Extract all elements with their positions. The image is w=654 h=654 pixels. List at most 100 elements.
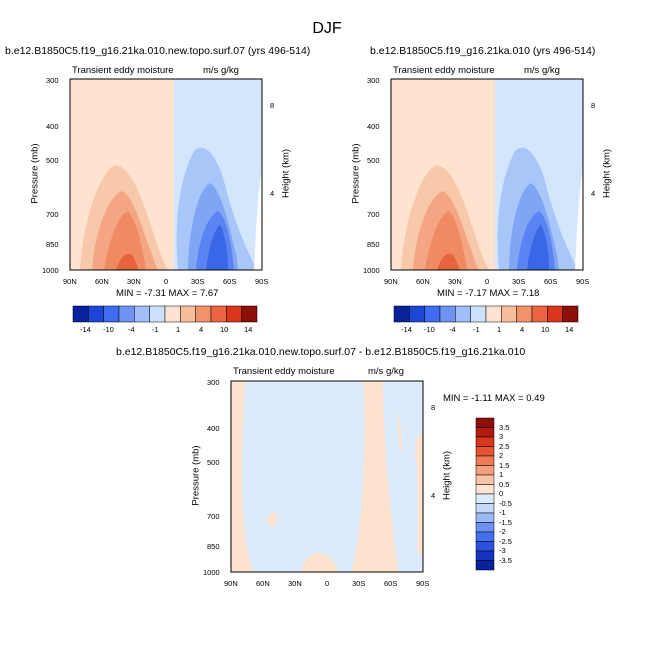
p1-xtick-60n: 60N <box>95 277 109 286</box>
p3-ytick-500: 500 <box>207 458 220 467</box>
p3-ytick-850: 850 <box>207 542 220 551</box>
p2-xtick-60n: 60N <box>416 277 430 286</box>
p1-cb-label-6: 10 <box>220 325 229 334</box>
p3-cb-swatch-2 <box>475 436 495 447</box>
p3-ytick-300: 300 <box>207 378 220 387</box>
panel2-white-mask <box>575 169 583 270</box>
p1-y2tick-4: 4 <box>270 189 275 198</box>
p3-cb-swatch-15 <box>475 560 495 571</box>
p2-cb-label-0: -14 <box>401 325 412 334</box>
p3-cb-label-3: 2 <box>499 451 504 460</box>
p2-xtick-90s: 90S <box>576 277 590 286</box>
panel2-pos-lobe-4 <box>437 253 459 270</box>
panel1-neg-lobe-4 <box>206 225 228 270</box>
p3-cb-swatch-10 <box>475 512 495 523</box>
panel1-left-label: Transient eddy moisture <box>72 65 174 76</box>
p1-ytick-700: 700 <box>46 210 59 219</box>
p3-ytick-400: 400 <box>207 424 220 433</box>
p1-xtick-30n: 30N <box>127 277 141 286</box>
p3-xtick-60s: 60S <box>384 579 398 588</box>
p1-y2tick-8: 8 <box>270 101 275 110</box>
p1-cb-label-5: 4 <box>199 325 204 334</box>
p3-cb-swatch-14 <box>475 550 495 561</box>
p3-cb-label-11: -2 <box>499 527 506 536</box>
panel1-pos-lobe-3 <box>104 211 146 270</box>
p3-cb-label-6: 0.5 <box>499 479 510 489</box>
p3-xtick-90n: 90N <box>224 579 238 588</box>
panel3-left-label: Transient eddy moisture <box>233 366 335 377</box>
p2-minmax: MIN = -7.17 MAX = 7.18 <box>437 288 540 299</box>
p3-cb-label-14: -3.5 <box>499 555 512 565</box>
p3-cb-label-13: -3 <box>499 546 506 555</box>
p3-cb-swatch-11 <box>475 522 495 533</box>
p3-cb-swatch-6 <box>475 474 495 485</box>
panel2-neg-lobe-4 <box>527 225 549 270</box>
p2-xtick-60s: 60S <box>544 277 558 286</box>
p3-cb-label-12: -2.5 <box>499 536 512 546</box>
p3-xtick-60n: 60N <box>256 579 270 588</box>
p3-xtick-0: 0 <box>325 579 330 588</box>
p1-ytick-1000: 1000 <box>42 266 59 275</box>
p3-cb-swatch-7 <box>475 484 495 495</box>
p2-y2tick-8: 8 <box>591 101 596 110</box>
p2-ytick-850: 850 <box>367 240 380 249</box>
p3-cb-label-5: 1 <box>499 470 504 479</box>
p2-cb-swatch-11 <box>562 305 579 323</box>
p2-cb-label-3: -1 <box>473 325 480 334</box>
p1-cb-label-3: -1 <box>152 325 159 334</box>
p1-ytick-850: 850 <box>46 240 59 249</box>
p3-cb-swatch-4 <box>475 455 495 466</box>
p2-ytick-1000: 1000 <box>363 266 380 275</box>
panel3-pos-band-2 <box>351 381 399 572</box>
p3-minmax: MIN = -1.11 MAX = 0.49 <box>443 393 545 404</box>
p3-xtick-30s: 30S <box>352 579 366 588</box>
p1-cb-label-7: 14 <box>244 325 253 334</box>
p3-cb-label-1: 3 <box>499 432 504 441</box>
p2-xtick-30n: 30N <box>448 277 462 286</box>
p3-cb-swatch-13 <box>475 541 495 552</box>
p1-cb-label-2: -4 <box>128 325 135 334</box>
p3-cb-label-9: -1 <box>499 508 506 517</box>
panel1-white-mask <box>254 169 262 270</box>
p1-xtick-60s: 60S <box>223 277 237 286</box>
p3-y2tick-8: 8 <box>431 403 436 412</box>
p1-cb-swatch-11 <box>241 305 258 323</box>
p1-minmax: MIN = -7.31 MAX = 7.67 <box>116 288 219 299</box>
p1-cb-label-0: -14 <box>80 325 91 334</box>
p2-ytick-700: 700 <box>367 210 380 219</box>
p3-xtick-90s: 90S <box>416 579 430 588</box>
p1-ytick-400: 400 <box>46 122 59 131</box>
panel2-units: m/s g/kg <box>524 65 560 76</box>
p2-cb-label-5: 4 <box>520 325 525 334</box>
p3-cb-swatch-9 <box>475 503 495 514</box>
panel3-pos-blob-2 <box>267 512 277 527</box>
p3-cb-label-7: 0 <box>499 489 504 498</box>
p2-cb-label-6: 10 <box>541 325 550 334</box>
p3-cb-swatch-5 <box>475 465 495 476</box>
p2-xtick-30s: 30S <box>512 277 526 286</box>
p2-cb-label-1: -10 <box>424 325 435 334</box>
p3-cb-swatch-12 <box>475 531 495 542</box>
p3-cb-label-0: 3.5 <box>499 422 510 432</box>
p2-cb-label-2: -4 <box>449 325 456 334</box>
p3-cb-label-4: 1.5 <box>499 460 510 470</box>
p1-xtick-90n: 90N <box>63 277 77 286</box>
p3-ytick-700: 700 <box>207 512 220 521</box>
panel3-pos-band-3 <box>415 431 423 556</box>
p2-ytick-400: 400 <box>367 122 380 131</box>
p1-xtick-30s: 30S <box>191 277 205 286</box>
p2-ytick-500: 500 <box>367 156 380 165</box>
panel1-units: m/s g/kg <box>203 65 239 76</box>
panel2-left-label: Transient eddy moisture <box>393 65 495 76</box>
p1-xtick-0: 0 <box>164 277 169 286</box>
p1-ytick-500: 500 <box>46 156 59 165</box>
panel3-title: b.e12.B1850C5.f19_g16.21ka.010.new.topo.… <box>116 346 526 358</box>
p1-ytick-300: 300 <box>46 76 59 85</box>
p1-cb-label-1: -10 <box>103 325 114 334</box>
